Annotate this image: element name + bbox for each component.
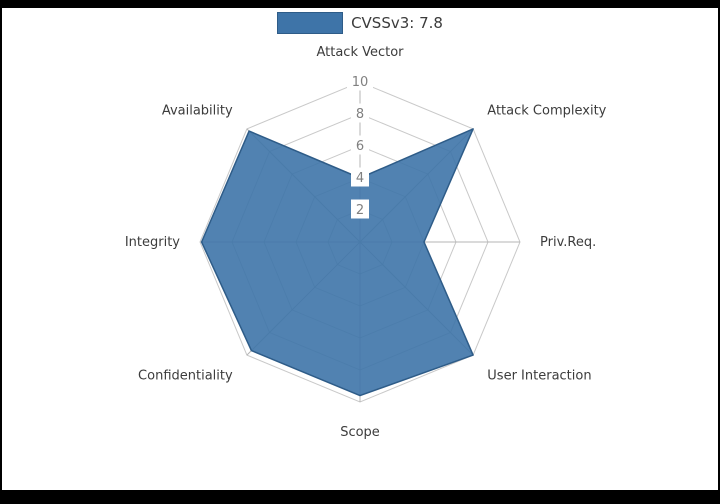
tick-label-2: 2 xyxy=(356,203,364,218)
axis-label-attack-vector: Attack Vector xyxy=(316,45,404,60)
axis-label-confidentiality: Confidentiality xyxy=(138,368,233,383)
axis-label-scope: Scope xyxy=(340,425,380,440)
axis-label-integrity: Integrity xyxy=(125,235,180,250)
tick-label-4: 4 xyxy=(356,171,364,186)
tick-box-4 xyxy=(351,167,369,187)
legend: CVSSv3: 7.8 xyxy=(2,12,718,34)
tick-label-6: 6 xyxy=(356,139,364,154)
tick-box-8 xyxy=(351,103,369,123)
tick-box-6 xyxy=(351,135,369,155)
tick-box-2 xyxy=(351,199,369,219)
axis-label-user-interaction: User Interaction xyxy=(487,368,591,383)
figure-canvas: CVSSv3: 7.8 2 4 6 8 10 Attack Vector Attack Co… xyxy=(2,8,718,490)
axis-label-availability: Availability xyxy=(162,104,233,119)
tick-label-8: 8 xyxy=(356,107,364,122)
tick-label-10: 10 xyxy=(352,75,369,90)
radar-polygon xyxy=(200,128,474,397)
legend-swatch xyxy=(277,12,344,34)
axis-label-attack-complexity: Attack Complexity xyxy=(487,104,606,119)
tick-box-10 xyxy=(347,71,373,91)
radar-chart-svg: 2 4 6 8 10 Attack Vector Attack Complexity Priv… xyxy=(125,45,607,440)
axis-label-priv-req-: Priv.Req. xyxy=(540,235,596,250)
legend-label: CVSSv3: 7.8 xyxy=(351,14,443,32)
